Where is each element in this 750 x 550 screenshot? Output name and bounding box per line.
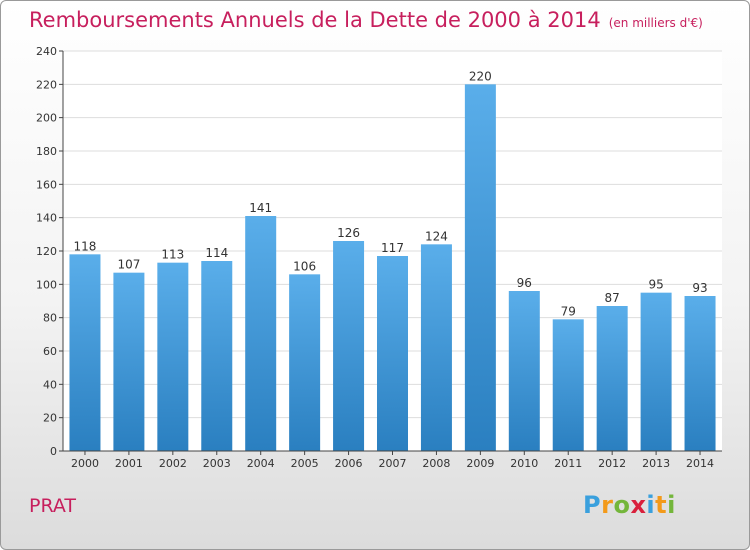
x-tick-label: 2013 bbox=[642, 457, 670, 470]
x-tick-label: 2011 bbox=[554, 457, 582, 470]
x-tick-label: 2002 bbox=[159, 457, 187, 470]
x-tick-label: 2006 bbox=[335, 457, 363, 470]
bar-value-label: 118 bbox=[74, 239, 97, 253]
bar bbox=[596, 306, 628, 451]
bar bbox=[333, 241, 365, 451]
y-tick-label: 240 bbox=[36, 45, 57, 58]
chart-title-text: Remboursements Annuels de la Dette de 20… bbox=[29, 8, 601, 32]
bar bbox=[289, 274, 321, 451]
bar-value-label: 141 bbox=[249, 201, 272, 215]
x-tick-label: 2004 bbox=[247, 457, 275, 470]
bar bbox=[113, 272, 145, 451]
bar-value-label: 106 bbox=[293, 259, 316, 273]
x-tick-label: 2003 bbox=[203, 457, 231, 470]
bar-value-label: 107 bbox=[117, 258, 140, 272]
bar bbox=[684, 296, 716, 451]
bar-value-label: 87 bbox=[605, 291, 620, 305]
x-tick-label: 2012 bbox=[598, 457, 626, 470]
bar-value-label: 96 bbox=[517, 276, 532, 290]
y-tick-label: 160 bbox=[36, 178, 57, 191]
y-tick-label: 60 bbox=[43, 345, 57, 358]
y-tick-label: 180 bbox=[36, 145, 57, 158]
commune-name: PRAT bbox=[29, 495, 77, 517]
y-tick-label: 20 bbox=[43, 412, 57, 425]
y-tick-label: 140 bbox=[36, 212, 57, 225]
chart-unit-note: (en milliers d'€) bbox=[608, 16, 703, 30]
x-tick-label: 2005 bbox=[291, 457, 319, 470]
y-tick-label: 220 bbox=[36, 78, 57, 91]
x-tick-label: 2000 bbox=[71, 457, 99, 470]
bar bbox=[640, 292, 672, 451]
bar-value-label: 114 bbox=[205, 246, 228, 260]
y-tick-label: 0 bbox=[50, 445, 57, 458]
bar bbox=[552, 319, 584, 451]
bar bbox=[157, 262, 189, 451]
bar-value-label: 126 bbox=[337, 226, 360, 240]
bar bbox=[508, 291, 540, 451]
x-tick-label: 2014 bbox=[686, 457, 714, 470]
y-tick-label: 120 bbox=[36, 245, 57, 258]
x-tick-label: 2010 bbox=[510, 457, 538, 470]
bar-value-label: 79 bbox=[561, 304, 576, 318]
x-tick-label: 2007 bbox=[379, 457, 407, 470]
y-tick-label: 80 bbox=[43, 312, 57, 325]
bar bbox=[420, 244, 452, 451]
x-tick-label: 2008 bbox=[422, 457, 450, 470]
x-tick-label: 2001 bbox=[115, 457, 143, 470]
bar bbox=[245, 216, 277, 451]
proxiti-logo: Proxiti bbox=[583, 491, 676, 519]
bar bbox=[69, 254, 101, 451]
y-tick-label: 100 bbox=[36, 278, 57, 291]
bar-value-label: 124 bbox=[425, 229, 448, 243]
bar-value-label: 220 bbox=[469, 69, 492, 83]
bar-value-label: 113 bbox=[161, 248, 184, 262]
y-tick-label: 200 bbox=[36, 112, 57, 125]
bar bbox=[377, 256, 408, 451]
x-tick-label: 2009 bbox=[466, 457, 494, 470]
bar bbox=[464, 84, 496, 451]
bar-value-label: 95 bbox=[648, 278, 663, 292]
bar bbox=[201, 261, 233, 451]
y-tick-label: 40 bbox=[43, 378, 57, 391]
bar-value-label: 117 bbox=[381, 241, 404, 255]
bar-value-label: 93 bbox=[692, 281, 707, 295]
chart-title: Remboursements Annuels de la Dette de 20… bbox=[29, 8, 703, 32]
